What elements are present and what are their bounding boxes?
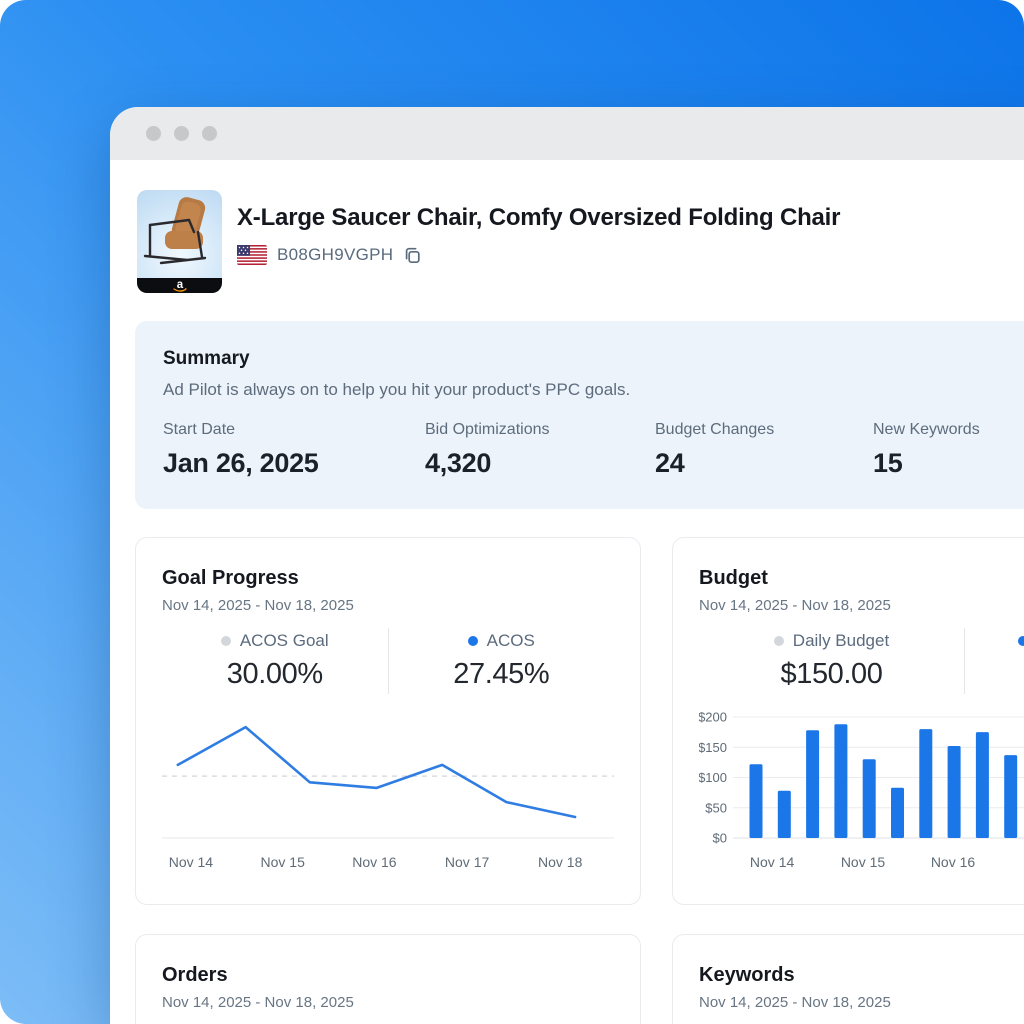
metrics-grid: Goal Progress Nov 14, 2025 - Nov 18, 202… [135,537,1024,1024]
bar-series-bar [919,729,933,838]
y-axis-label: $200 [699,710,727,725]
legend-item-daily-budget: Daily Budget $150.00 [699,628,964,694]
y-axis-label: $0 [713,831,727,846]
card-title: Budget [699,567,768,589]
x-axis-label: Nov 16 [352,854,397,870]
amazon-badge: a [137,278,222,293]
summary-tagline: Ad Pilot is always on to help you hit yo… [163,380,631,399]
acos-line-series [176,725,577,819]
legend-item-acos: ACOS 27.45% [453,631,550,690]
blue-dot-icon [467,636,478,646]
summary-stats: Start Date Jan 26, 2025 Bid Optimization… [163,421,1024,479]
asin-row: B08GH9VGPH [237,245,840,265]
bar-series-bar [1004,755,1018,838]
product-meta: X-Large Saucer Chair, Comfy Oversized Fo… [237,190,840,293]
x-axis-label: Nov 14 [169,854,214,870]
goal-progress-line-chart: Nov 14 Nov 15 Nov 16 Nov 17 Nov 18 [162,725,614,870]
product-title: X-Large Saucer Chair, Comfy Oversized Fo… [237,204,841,231]
bar-series-bar [749,764,763,838]
stat-budget-changes: Budget Changes 24 [655,421,775,478]
traffic-light-dot [174,126,189,141]
svg-text:a: a [176,279,183,291]
bar-series-bar [806,730,820,838]
bar-series-bar [862,759,876,838]
card-date-range: Nov 14, 2025 - Nov 18, 2025 [162,994,354,1011]
stat-bid-optimizations: Bid Optimizations 4,320 [425,421,550,478]
stat-start-date: Start Date Jan 26, 2025 [163,421,319,478]
legend-item-acos-goal: ACOS Goal 30.00% [162,628,388,694]
bar-series-bar [777,790,791,838]
goal-progress-legend: ACOS Goal 30.00% ACOS 27.45% [162,628,614,694]
legend-divider [387,628,389,694]
legend-item-budget-clipped: Bu 9 [965,628,1024,694]
summary-title: Summary [163,348,250,369]
gray-dot-icon [220,636,231,646]
browser-window: a X-Large Saucer Chair, Comfy Oversized … [110,107,1024,1024]
traffic-light-dot [146,126,161,141]
product-asin: B08GH9VGPH [277,245,394,264]
card-date-range: Nov 14, 2025 - Nov 18, 2025 [699,994,891,1011]
y-axis-label: $50 [705,800,727,815]
y-axis-label: $150 [699,740,727,755]
product-thumbnail: a [137,190,222,293]
bar-series-bar [975,732,989,838]
budget-bar-chart: $0 $50 $100 $150 $200 Nov 14 Nov 15 Nov 16 [699,710,1024,870]
x-axis-label: Nov 15 [841,854,886,870]
bar-series-bar [947,746,961,838]
traffic-light-dot [202,126,217,141]
goal-progress-card: Goal Progress Nov 14, 2025 - Nov 18, 202… [135,537,641,905]
budget-legend: Daily Budget $150.00 Bu 9 [699,628,1024,694]
card-title: Orders [162,964,228,986]
chair-illustration [143,197,207,265]
dashboard-main: a X-Large Saucer Chair, Comfy Oversized … [110,160,1024,1024]
card-title: Goal Progress [162,567,299,589]
x-axis-label: Nov 14 [750,854,795,870]
bar-series-bar [834,724,848,838]
orders-card: Orders Nov 14, 2025 - Nov 18, 2025 [135,934,641,1024]
x-axis-label: Nov 17 [445,854,490,870]
window-titlebar [110,107,1024,160]
stat-new-keywords: New Keywords 15 [873,421,980,478]
budget-card: Budget Nov 14, 2025 - Nov 18, 2025 Daily… [672,537,1024,905]
card-title: Keywords [699,964,795,986]
blue-dot-icon [1018,636,1024,646]
product-header: a X-Large Saucer Chair, Comfy Oversized … [135,190,1024,293]
gray-dot-icon [773,636,784,646]
x-axis-label: Nov 16 [931,854,976,870]
product-photo [137,190,222,278]
amazon-logo-icon: a [172,279,187,292]
x-axis-label: Nov 15 [261,854,306,870]
legend-divider [964,628,965,694]
summary-card: Summary Ad Pilot is always on to help yo… [135,321,1024,509]
keywords-card: Keywords Nov 14, 2025 - Nov 18, 2025 [672,934,1024,1024]
card-date-range: Nov 14, 2025 - Nov 18, 2025 [699,597,891,614]
copy-asin-button[interactable] [403,246,422,265]
bar-series-bar [891,787,904,838]
y-axis-label: $100 [699,770,727,785]
card-date-range: Nov 14, 2025 - Nov 18, 2025 [162,597,354,614]
us-flag-icon [237,245,267,265]
copy-icon [406,247,421,263]
x-axis-label: Nov 18 [538,854,583,870]
